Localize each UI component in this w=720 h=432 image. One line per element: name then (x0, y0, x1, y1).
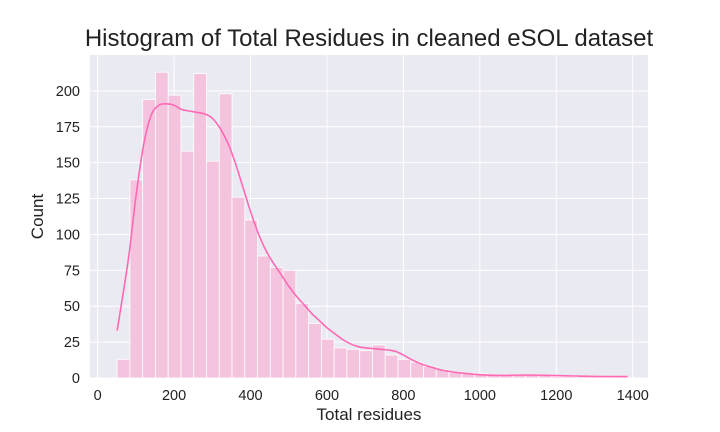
chart-title: Histogram of Total Residues in cleaned e… (85, 25, 654, 52)
histogram-bar (359, 350, 373, 379)
histogram-bar (193, 73, 207, 379)
histogram-bar (257, 255, 271, 379)
histogram-bar (384, 354, 399, 379)
y-tick-label: 150 (56, 156, 80, 172)
x-tick-label: 400 (238, 388, 262, 404)
histogram-bar (397, 358, 412, 379)
histogram-bar (295, 302, 310, 379)
histogram-bar (320, 338, 335, 379)
histogram-bar (218, 93, 233, 379)
histogram-bar (231, 196, 246, 379)
histogram-bar (346, 348, 361, 379)
y-tick-labels: 0 25 50 75 100 125 150 175 200 (56, 84, 80, 387)
histogram-bar (155, 71, 169, 379)
x-axis-label: Total residues (317, 405, 422, 424)
x-tick-label: 1000 (464, 388, 496, 404)
x-tick-label: 1200 (540, 388, 572, 404)
histogram-bar (333, 347, 348, 379)
histogram-bar (180, 150, 195, 379)
kde-curve (116, 102, 628, 378)
y-tick-label: 175 (56, 120, 80, 136)
y-tick-label: 0 (72, 371, 80, 387)
y-tick-label: 75 (64, 263, 80, 279)
x-tick-label: 600 (315, 388, 339, 404)
y-tick-label: 25 (64, 335, 80, 351)
x-tick-label: 200 (162, 388, 186, 404)
histogram-bar (269, 267, 284, 379)
histogram-bar (206, 160, 220, 379)
histogram-bar (129, 179, 144, 379)
y-tick-label: 100 (56, 227, 80, 243)
histogram-bar (550, 376, 565, 379)
y-tick-label: 50 (64, 299, 80, 315)
x-tick-label: 0 (94, 388, 102, 404)
histogram-bar (563, 376, 578, 379)
y-axis-label: Count (28, 194, 47, 240)
x-tick-label: 1400 (617, 388, 649, 404)
histogram-bars (116, 71, 629, 379)
histogram-bar (244, 219, 258, 379)
histogram-bar (167, 94, 182, 379)
y-tick-label: 125 (56, 192, 80, 208)
y-tick-label: 200 (56, 84, 80, 100)
histogram-bar (116, 358, 131, 379)
x-tick-label: 800 (391, 388, 415, 404)
histogram-bar (308, 323, 322, 379)
x-tick-labels: 0 200 400 600 800 1000 1200 1400 (94, 388, 649, 404)
